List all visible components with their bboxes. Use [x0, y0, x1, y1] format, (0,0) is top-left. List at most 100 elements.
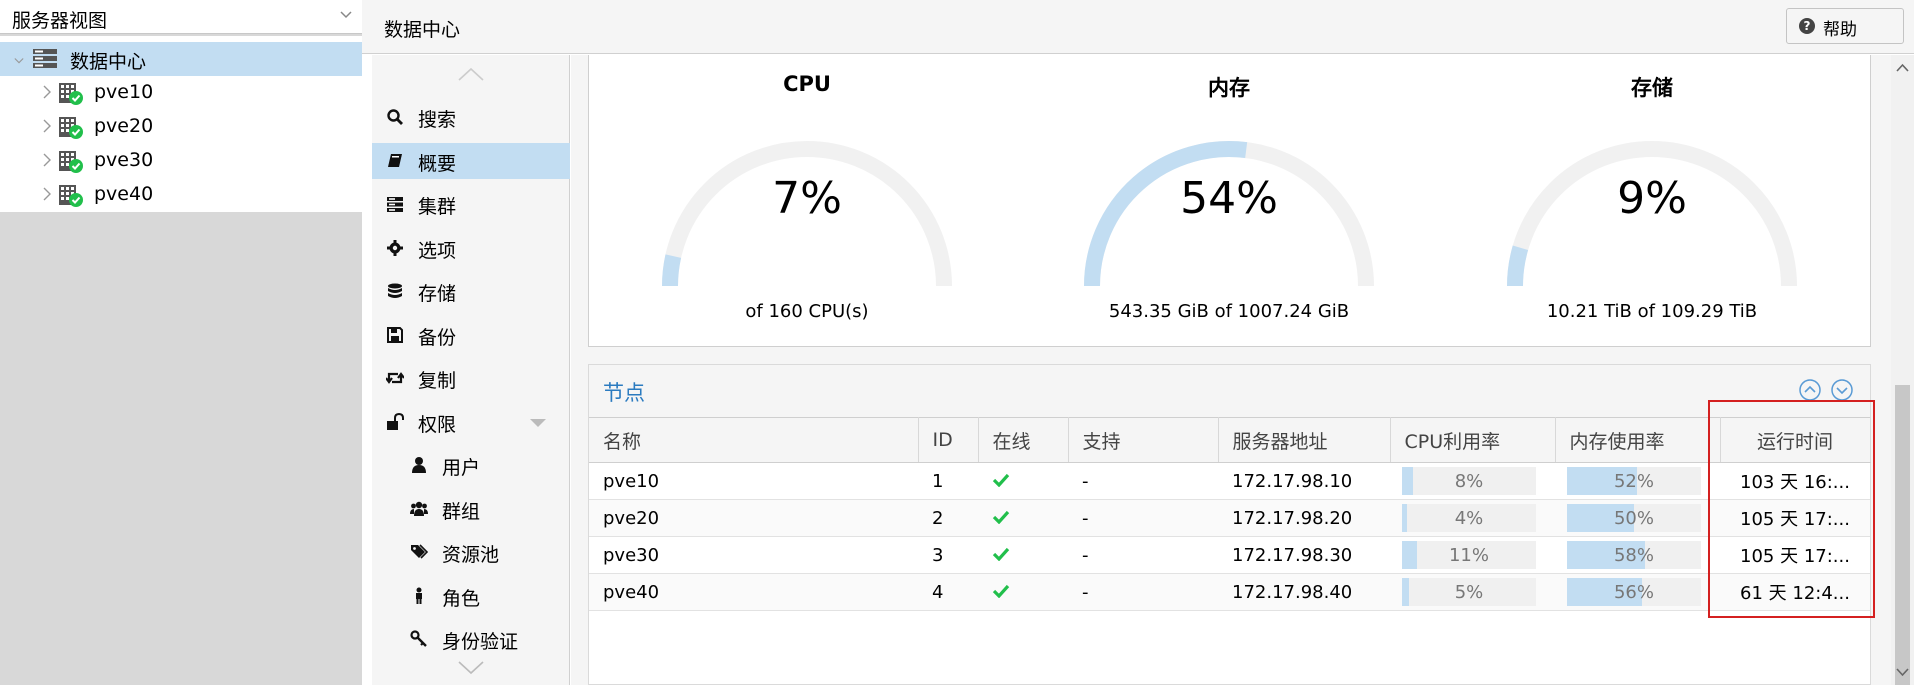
- column-header[interactable]: 支持: [1068, 417, 1219, 463]
- cpu-usage-fill: [1402, 578, 1409, 606]
- nav-item-label: 搜索: [418, 109, 457, 131]
- tree-item-label: pve40: [94, 183, 154, 205]
- check-icon: [992, 584, 1010, 598]
- scroll-down-arrow-icon[interactable]: [1896, 668, 1909, 677]
- collapse-up-icon[interactable]: [1799, 379, 1821, 401]
- chevron-right-icon[interactable]: [42, 85, 52, 99]
- floppy-icon: [387, 326, 403, 343]
- gauge-arc: [1507, 141, 1797, 287]
- mem-usage-fill: [1567, 578, 1643, 606]
- chevron-down-icon: [340, 11, 352, 19]
- mem-usage-fill: [1567, 467, 1637, 495]
- cpu-usage-bar: 4%: [1402, 504, 1536, 532]
- table-row[interactable]: pve20 2 -172.17.98.20 4% 50% 105 天 17:...: [589, 499, 1870, 537]
- nav-item-3[interactable]: 集群: [372, 186, 570, 222]
- scrollbar-thumb[interactable]: [1895, 385, 1910, 685]
- gauge-title: 存储: [1631, 76, 1673, 100]
- node-online-icon: [59, 151, 83, 173]
- nav-item-10[interactable]: 群组: [372, 491, 570, 527]
- gauge-track: [662, 141, 952, 287]
- vertical-scrollbar[interactable]: [1891, 55, 1914, 685]
- page-title: 数据中心: [384, 19, 461, 41]
- cell-online: [978, 536, 1068, 574]
- nav-item-2[interactable]: 概要: [372, 142, 570, 179]
- nav-item-7[interactable]: 复制: [372, 360, 570, 396]
- collapse-down-icon[interactable]: [1831, 379, 1853, 401]
- column-header[interactable]: 服务器地址: [1218, 417, 1391, 463]
- table-row[interactable]: pve40 4 -172.17.98.40 5% 56% 61 天 12:4...: [589, 573, 1870, 611]
- check-icon: [992, 547, 1010, 561]
- nav-item-8[interactable]: 权限: [372, 404, 570, 440]
- nav-item-11[interactable]: 资源池: [372, 534, 570, 570]
- node-online-icon: [59, 83, 83, 105]
- tree-item-node[interactable]: pve30: [0, 144, 362, 178]
- cpu-usage-text: 11%: [1448, 545, 1489, 566]
- nav-item-13[interactable]: 身份验证: [372, 621, 570, 657]
- cpu-usage-fill: [1402, 467, 1413, 495]
- cell-uptime: 103 天 16:...: [1720, 462, 1870, 500]
- mem-usage-fill: [1567, 541, 1645, 569]
- tree-item-node[interactable]: pve10: [0, 76, 362, 110]
- cpu-usage-text: 4%: [1454, 508, 1484, 529]
- nav-item-5[interactable]: 存储: [372, 273, 570, 309]
- content-header: 数据中心 ? 帮助: [362, 0, 1914, 54]
- gauge-subtitle: 543.35 GiB of 1007.24 GiB: [1108, 301, 1350, 322]
- table-row[interactable]: pve10 1 -172.17.98.10 8% 52% 103 天 16:...: [589, 462, 1870, 500]
- nav-item-6[interactable]: 备份: [372, 317, 570, 353]
- tree-item-datacenter[interactable]: 数据中心: [0, 42, 362, 76]
- cell-id: 3: [918, 536, 978, 574]
- retweet-icon: [386, 372, 404, 384]
- view-selector[interactable]: 服务器视图: [0, 0, 362, 34]
- database-icon: [388, 283, 402, 298]
- mem-usage-text: 58%: [1613, 545, 1654, 566]
- cell-online: [978, 462, 1068, 500]
- cell-name: pve30: [589, 536, 918, 574]
- nav-item-4[interactable]: 选项: [372, 230, 570, 266]
- cell-uptime: 61 天 12:4...: [1720, 573, 1870, 611]
- nav-item-12[interactable]: 角色: [372, 578, 570, 614]
- cpu-usage-bar: 11%: [1402, 541, 1536, 569]
- column-header[interactable]: ID: [918, 417, 979, 463]
- mem-usage-bar: 58%: [1567, 541, 1701, 569]
- cpu-usage-text: 5%: [1454, 582, 1484, 603]
- tags-icon: [411, 544, 428, 559]
- chevron-right-icon[interactable]: [42, 153, 52, 167]
- search-icon: [387, 109, 403, 125]
- cpu-usage-bar: 5%: [1402, 578, 1536, 606]
- mem-usage-text: 56%: [1613, 582, 1654, 603]
- cell-name: pve40: [589, 573, 918, 611]
- column-header[interactable]: 名称: [589, 417, 919, 463]
- nav-item-1[interactable]: 搜索: [372, 99, 570, 135]
- scroll-down-icon[interactable]: [458, 661, 484, 675]
- nav-item-label: 备份: [418, 326, 457, 349]
- cell-id: 2: [918, 499, 978, 537]
- uptime-column-highlight: [1708, 400, 1875, 618]
- scroll-up-arrow-icon[interactable]: [1896, 63, 1909, 72]
- nav-item-9[interactable]: 用户: [372, 447, 570, 483]
- nav-item-label: 用户: [442, 457, 481, 479]
- cell-address: 172.17.98.40: [1218, 573, 1390, 611]
- cell-mem: 56%: [1555, 573, 1720, 611]
- chevron-right-icon[interactable]: [42, 119, 52, 133]
- nav-item-label: 权限: [418, 413, 457, 436]
- gauge-fill: [1084, 141, 1248, 287]
- help-button[interactable]: ? 帮助: [1786, 8, 1904, 44]
- tree-item-node[interactable]: pve40: [0, 178, 362, 212]
- table-row[interactable]: pve30 3 -172.17.98.30 11% 58% 105 天 17:...: [589, 536, 1870, 574]
- cell-online: [978, 499, 1068, 537]
- question-circle-icon: ?: [1799, 18, 1815, 34]
- column-header[interactable]: 运行时间: [1720, 417, 1871, 463]
- cell-online: [978, 573, 1068, 611]
- gauge-title: 内存: [1208, 76, 1250, 100]
- chevron-down-icon[interactable]: [14, 54, 24, 68]
- tree-item-node[interactable]: pve20: [0, 110, 362, 144]
- nav-item-label: 存储: [418, 283, 457, 305]
- chevron-right-icon[interactable]: [42, 187, 52, 201]
- column-header[interactable]: 在线: [978, 417, 1069, 463]
- gauge-subtitle: of 160 CPU(s): [745, 301, 869, 322]
- scroll-up-icon[interactable]: [458, 67, 484, 81]
- column-header[interactable]: 内存使用率: [1555, 417, 1721, 463]
- column-header[interactable]: CPU利用率: [1390, 417, 1556, 463]
- tree-item-label: pve30: [94, 149, 154, 171]
- expand-caret-icon[interactable]: [530, 418, 546, 427]
